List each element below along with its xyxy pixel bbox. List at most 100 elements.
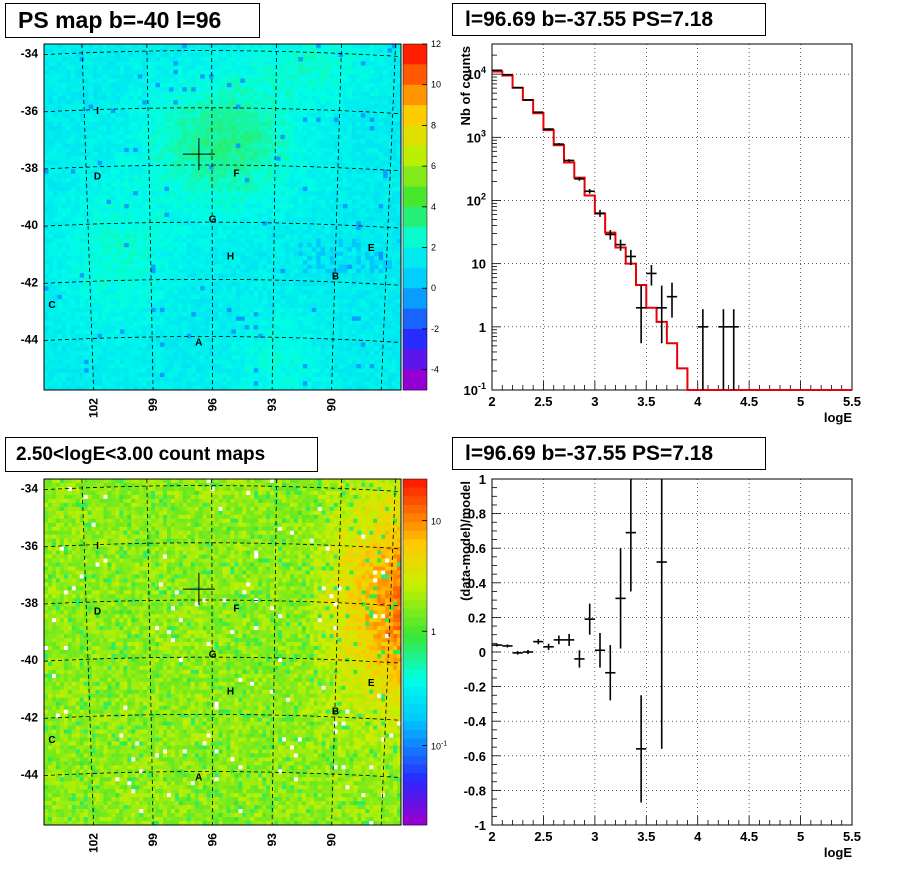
map-pixel: [70, 139, 76, 144]
map-pixel: [302, 108, 308, 114]
map-pixel: [302, 165, 308, 170]
map-pixel: [146, 165, 152, 170]
map-pixel: [258, 173, 263, 179]
map-pixel: [110, 286, 116, 291]
map-pixel: [177, 100, 183, 105]
map-pixel: [168, 229, 174, 235]
map-pixel: [280, 199, 286, 205]
map-pixel: [88, 294, 94, 300]
map-pixel: [365, 48, 371, 53]
map-pixel: [387, 234, 393, 239]
map-pixel: [284, 307, 290, 313]
map-pixel: [298, 234, 304, 239]
map-pixel: [271, 100, 277, 105]
map-pixel: [302, 225, 308, 231]
map-pixel: [195, 208, 201, 213]
map-pixel: [164, 78, 170, 84]
map-pixel: [298, 182, 304, 188]
map-pixel: [61, 217, 67, 222]
map-pixel: [235, 113, 241, 118]
map-pixel: [396, 65, 402, 71]
map-pixel: [369, 61, 375, 66]
map-pixel: [276, 160, 281, 166]
map-pixel: [110, 178, 116, 183]
map-pixel: [79, 74, 85, 79]
map-pixel: [226, 160, 232, 166]
map-pixel: [307, 264, 313, 270]
map-pixel: [204, 186, 210, 192]
map-pixel: [267, 100, 272, 105]
map-pixel: [160, 281, 165, 287]
map-pixel: [222, 281, 228, 287]
map-pixel: [267, 191, 272, 196]
map-pixel: [235, 290, 241, 296]
map-pixel: [360, 307, 366, 313]
map-pixel: [383, 242, 388, 248]
map-pixel: [235, 221, 241, 226]
map-pixel: [298, 217, 304, 222]
map-pixel: [365, 186, 371, 192]
map-pixel: [146, 307, 152, 313]
map-pixel: [115, 277, 121, 283]
map-pixel: [137, 44, 143, 49]
map-pixel: [387, 48, 393, 53]
map-pixel: [387, 273, 393, 278]
map-pixel: [124, 52, 130, 58]
map-pixel: [249, 229, 255, 235]
map-pixel: [209, 165, 214, 170]
map-pixel: [191, 160, 197, 166]
map-pixel: [374, 229, 379, 235]
map-pixel: [173, 312, 179, 317]
map-pixel: [307, 199, 313, 205]
map-pixel: [61, 195, 67, 201]
map-pixel: [302, 56, 308, 62]
map-pixel: [280, 299, 286, 304]
map-pixel: [191, 95, 197, 101]
map-pixel: [164, 69, 170, 75]
map-pixel: [209, 178, 214, 183]
map-pixel: [44, 143, 49, 149]
map-pixel: [173, 307, 179, 313]
map-pixel: [302, 100, 308, 105]
map-pixel: [271, 221, 277, 226]
map-pixel: [213, 307, 219, 313]
map-pixel: [360, 277, 366, 283]
map-pixel: [222, 294, 228, 300]
map-pixel: [142, 126, 147, 131]
map-pixel: [61, 100, 67, 105]
map-pixel: [356, 251, 362, 257]
map-pixel: [168, 113, 174, 118]
map-pixel: [137, 143, 143, 149]
map-pixel: [289, 238, 295, 244]
map-pixel: [276, 44, 281, 49]
map-pixel: [267, 169, 272, 175]
map-pixel: [244, 52, 250, 58]
map-pixel: [151, 121, 156, 127]
map-pixel: [365, 264, 371, 270]
map-pixel: [365, 126, 371, 131]
map-pixel: [280, 268, 286, 274]
map-pixel: [106, 56, 112, 62]
map-pixel: [356, 229, 362, 235]
map-pixel: [218, 169, 223, 175]
map-pixel: [128, 273, 134, 278]
map-pixel: [44, 217, 49, 222]
map-pixel: [115, 56, 121, 62]
map-pixel: [267, 268, 272, 274]
map-pixel: [66, 286, 72, 291]
map-pixel: [347, 147, 353, 153]
map-pixel: [200, 61, 205, 66]
map-pixel: [298, 74, 304, 79]
map-pixel: [128, 255, 134, 261]
map-pixel: [115, 299, 121, 304]
map-pixel: [128, 229, 134, 235]
map-pixel: [244, 255, 250, 261]
map-pixel: [75, 108, 80, 114]
map-pixel: [173, 199, 179, 205]
map-pixel: [70, 242, 76, 248]
map-pixel: [61, 186, 67, 192]
map-pixel: [137, 186, 143, 192]
map-pixel: [383, 238, 388, 244]
map-pixel: [253, 87, 259, 92]
map-pixel: [61, 307, 67, 313]
